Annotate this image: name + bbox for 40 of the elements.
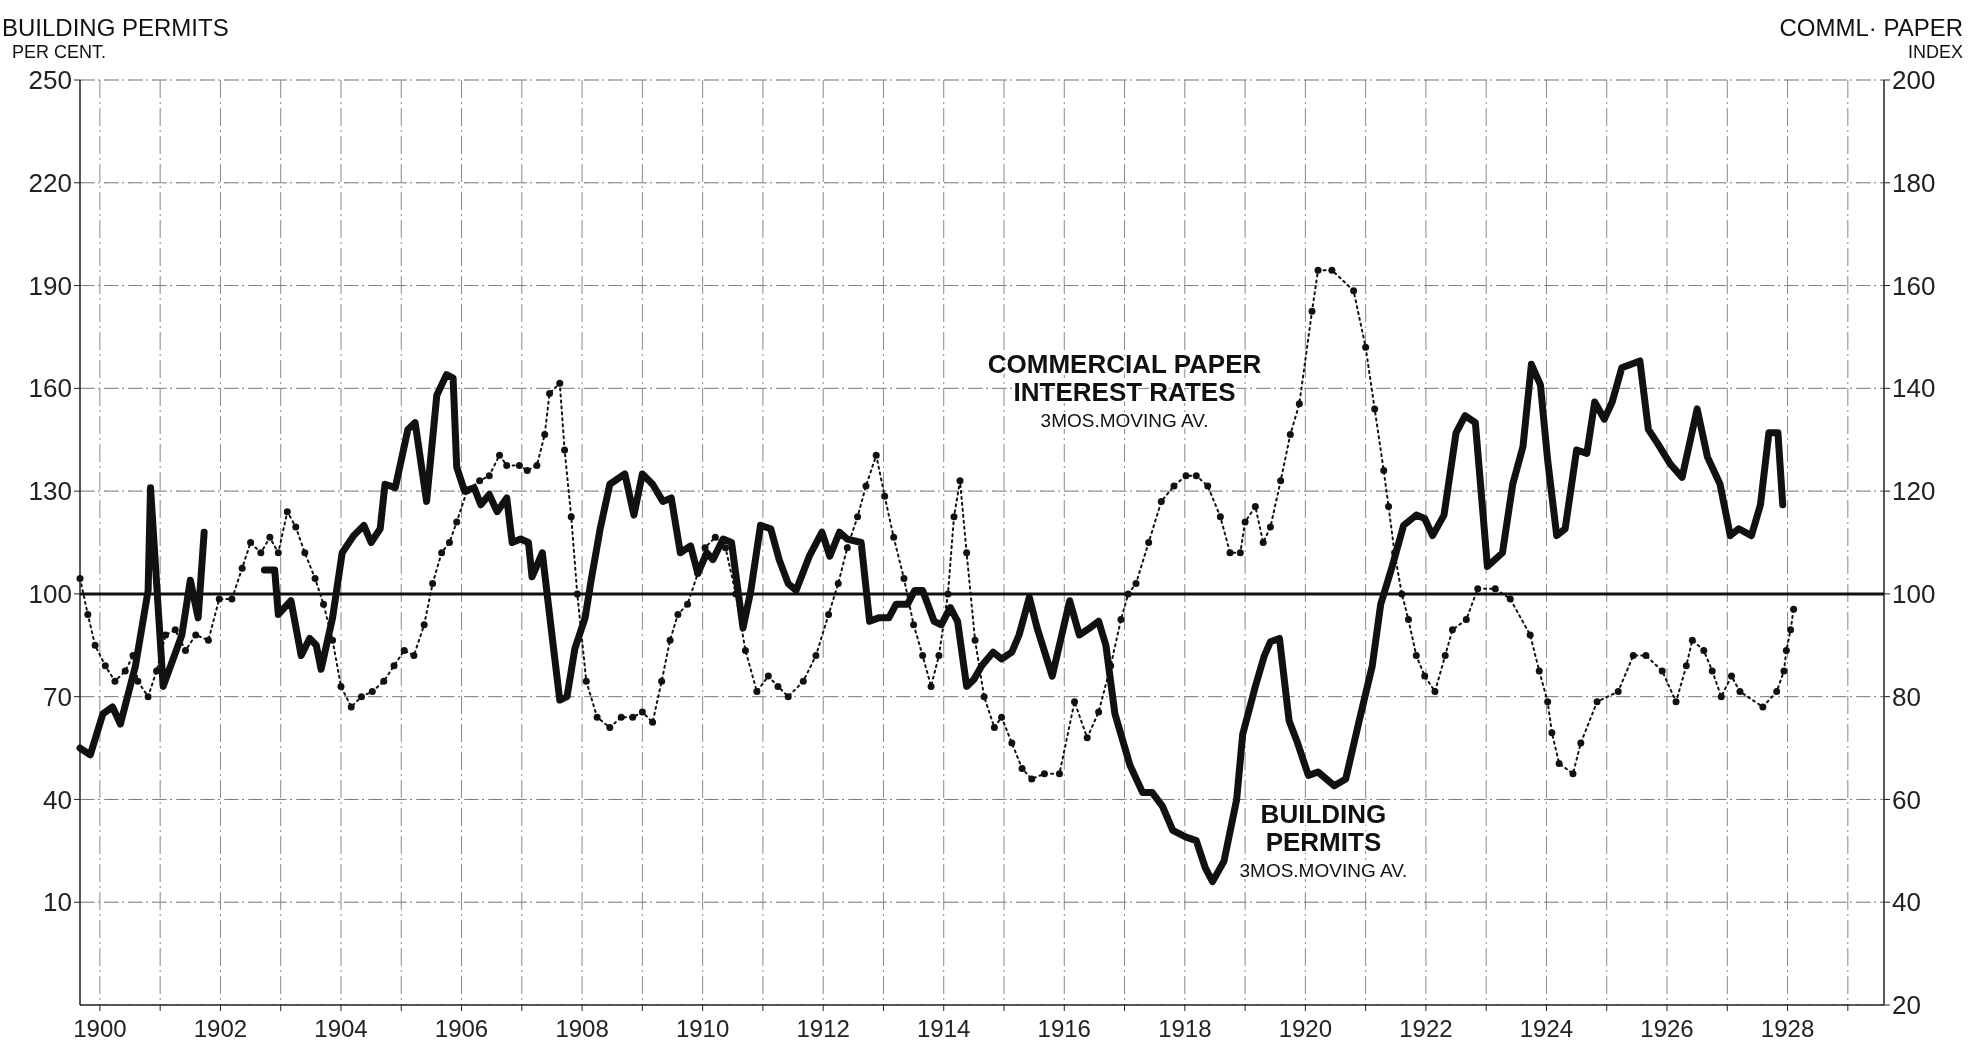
x-tick-label: 1920 [1278,1015,1333,1042]
x-tick-label: 1900 [73,1015,127,1042]
series-label: COMMERCIAL PAPER INTEREST RATES [987,348,1262,407]
x-tick-label: 1914 [917,1015,971,1042]
x-tick-label: 1916 [1037,1015,1091,1042]
x-tick-label: 1918 [1158,1015,1212,1042]
x-tick-label: 1928 [1760,1015,1815,1042]
x-tick-label: 1908 [555,1015,609,1042]
x-tick-label: 1924 [1519,1015,1574,1042]
y-tick-label: 70 [43,681,72,712]
series-label: BUILDING PERMITS [1260,799,1387,858]
y2-tick-label: 60 [1892,784,1921,815]
y-tick-label: 10 [43,887,72,918]
y2-tick-label: 120 [1892,476,1936,507]
x-tick-label: 1904 [314,1015,368,1042]
y2-tick-label: 200 [1892,65,1936,96]
x-tick-label: 1902 [193,1015,248,1042]
y-tick-label: 160 [28,373,72,404]
x-tick-label: 1926 [1640,1015,1694,1042]
y-axis-title: BUILDING PERMITS PER CENT. [2,14,229,62]
y-tick-label: 130 [28,476,72,507]
y2-tick-label: 40 [1892,887,1921,918]
annotation: 3MOS.MOVING AV. [1040,409,1209,431]
y-tick-label: 40 [43,784,72,815]
y-tick-label: 220 [28,167,72,198]
y2-axis-title: COMML· PAPER INDEX [1779,14,1963,62]
y-tick-label: 100 [28,578,72,609]
y2-tick-label: 160 [1892,270,1936,301]
x-tick-label: 1910 [675,1015,730,1042]
y-tick-label: 250 [28,65,72,96]
y2-tick-label: 20 [1892,990,1921,1021]
x-tick-label: 1912 [796,1015,850,1042]
y-tick-label: 190 [28,270,72,301]
y2-tick-label: 180 [1892,167,1936,198]
x-tick-label: 1922 [1399,1015,1453,1042]
annotation: 3MOS.MOVING AV. [1239,860,1408,882]
y2-tick-label: 100 [1892,578,1936,609]
x-tick-label: 1906 [434,1015,489,1042]
y2-tick-label: 80 [1892,681,1921,712]
y2-tick-label: 140 [1892,373,1936,404]
